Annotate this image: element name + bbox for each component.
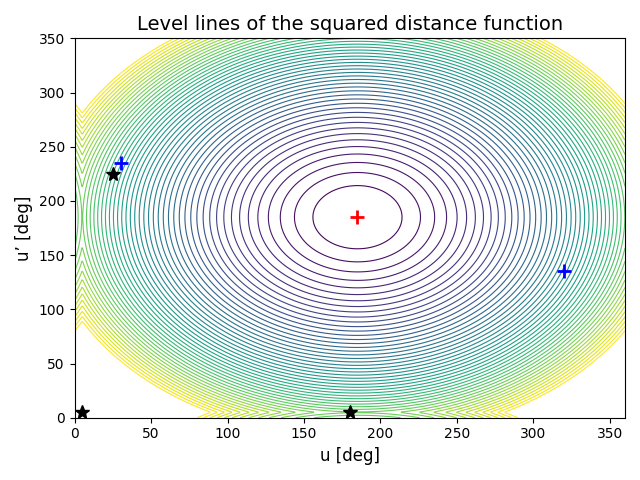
Y-axis label: u’ [deg]: u’ [deg] [15, 195, 33, 261]
Title: Level lines of the squared distance function: Level lines of the squared distance func… [137, 15, 563, 34]
X-axis label: u [deg]: u [deg] [320, 447, 380, 465]
